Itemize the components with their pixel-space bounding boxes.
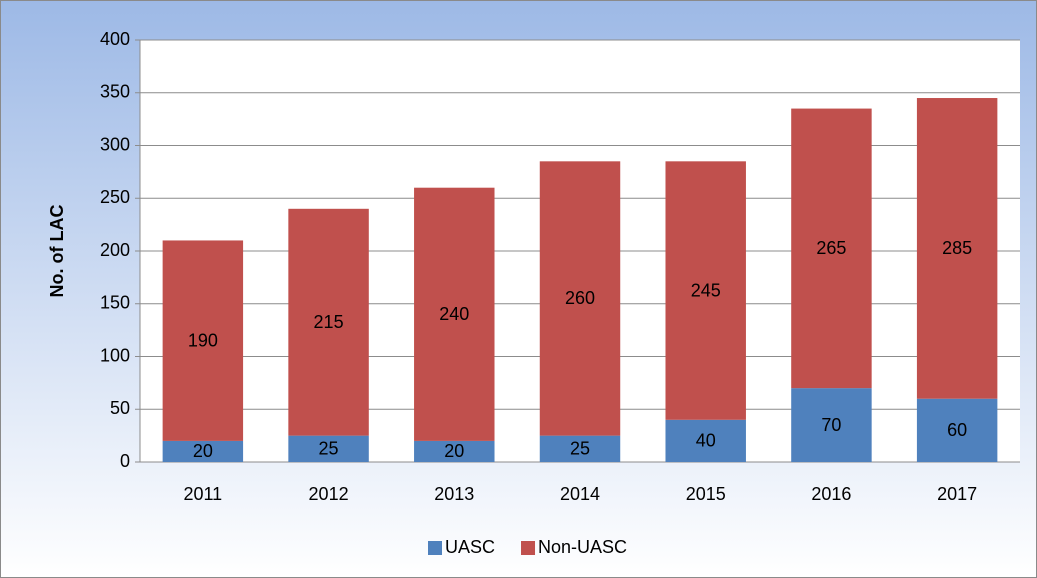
y-tick-label: 150 (100, 293, 130, 313)
bar-segment (916, 98, 998, 399)
data-label: 20 (444, 441, 464, 461)
data-label: 60 (947, 420, 967, 440)
bar-segment (539, 161, 621, 436)
y-tick-label: 250 (100, 187, 130, 207)
data-label: 20 (193, 441, 213, 461)
bar-segment (791, 108, 872, 389)
bar-segment (414, 187, 495, 441)
legend-label: Non-UASC (538, 537, 627, 557)
bar-segment (162, 240, 244, 441)
data-label: 245 (691, 280, 721, 300)
bar-segment (288, 435, 369, 462)
bar-segment (288, 208, 369, 436)
y-tick-label: 50 (110, 398, 130, 418)
bar-segment (414, 440, 495, 462)
x-tick-label: 2016 (811, 484, 851, 504)
y-tick-label: 400 (100, 29, 130, 49)
x-tick-label: 2011 (183, 484, 222, 504)
x-tick-label: 2017 (937, 484, 977, 504)
data-label: 40 (696, 431, 716, 451)
legend-label: UASC (445, 537, 495, 557)
data-label: 70 (821, 415, 841, 435)
y-tick-label: 350 (100, 82, 130, 102)
y-tick-label: 200 (100, 240, 130, 260)
bar-segment (539, 435, 621, 462)
data-label: 240 (439, 304, 469, 324)
bar-segment (665, 419, 746, 462)
data-label: 260 (565, 288, 595, 308)
legend-swatch (428, 541, 442, 555)
data-label: 25 (319, 439, 339, 459)
x-tick-label: 2012 (309, 484, 349, 504)
x-tick-label: 2015 (686, 484, 726, 504)
legend-swatch (521, 541, 536, 555)
data-label: 265 (816, 238, 846, 258)
x-tick-label: 2013 (434, 484, 474, 504)
data-label: 215 (314, 312, 344, 332)
data-label: 285 (942, 238, 972, 258)
y-tick-label: 100 (100, 345, 130, 365)
bar-segment (162, 440, 244, 462)
bar-segment (791, 388, 872, 462)
data-label: 190 (188, 330, 218, 350)
y-axis-title: No. of LAC (47, 205, 67, 298)
y-tick-label: 0 (120, 451, 130, 471)
x-tick-label: 2014 (560, 484, 600, 504)
bar-segment (916, 398, 998, 462)
bar-segment (665, 161, 746, 420)
data-label: 25 (570, 439, 590, 459)
y-tick-label: 300 (100, 134, 130, 154)
